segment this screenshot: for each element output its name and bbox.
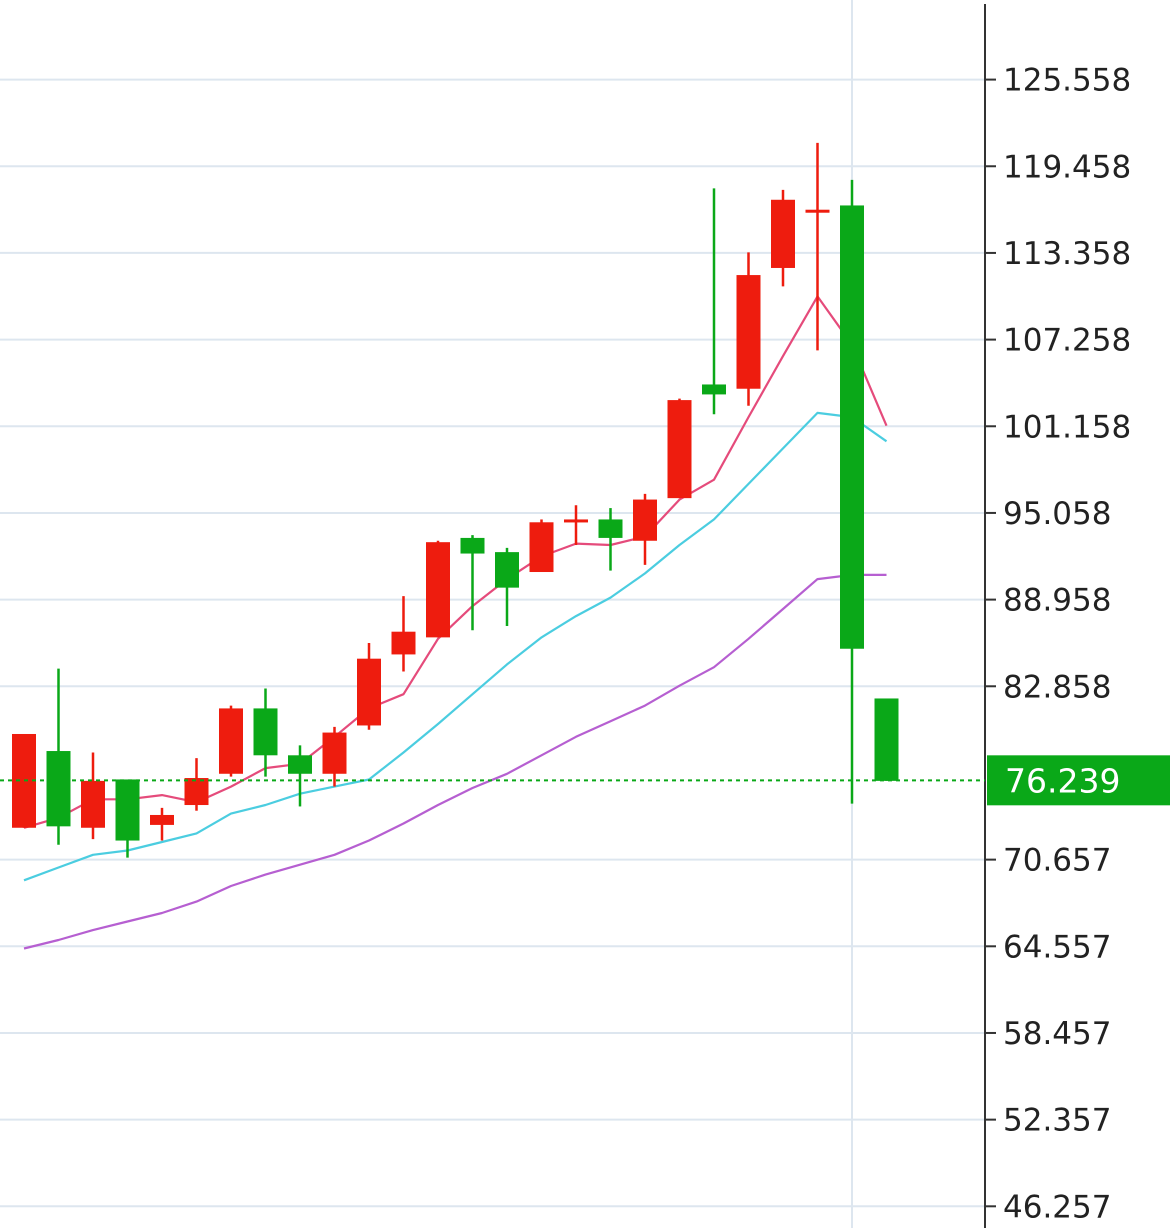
candle-body [736,275,761,389]
candle [495,547,519,627]
candle [840,179,864,804]
candle-body [840,205,864,649]
candle-body [460,537,485,554]
y-tick-label: 88.958 [1003,583,1111,619]
candle-body [357,658,381,726]
candle-body [564,519,588,523]
y-tick-label: 52.357 [1003,1103,1111,1139]
y-tick-label: 125.558 [1003,63,1131,99]
current-price-tag-background [987,755,1170,806]
current-price-label: 76.239 [1005,761,1120,800]
candle-body [529,522,554,573]
candle [771,189,795,287]
candle [529,519,554,573]
y-tick-label: 101.158 [1003,409,1131,445]
candle [633,493,657,565]
candle [219,705,243,777]
candle-body [702,384,726,395]
candle-body [667,400,692,499]
y-tick-label: 107.258 [1003,323,1131,359]
candle [564,505,588,546]
y-tick-label: 95.058 [1003,496,1111,532]
candle [702,188,726,415]
candle [667,398,692,499]
candle [81,752,105,840]
candle [150,807,174,841]
candles [12,142,899,858]
candle [736,252,761,406]
candle-body [81,780,105,828]
y-tick-label: 58.457 [1003,1016,1111,1052]
candle-body [874,698,899,781]
moving-average-line [23,573,887,950]
candle [46,668,71,845]
candle [874,698,899,781]
candle [391,596,416,672]
candle-body [598,519,623,538]
candle-body [184,778,209,806]
candle [460,535,485,631]
candle-body [633,499,657,541]
y-tick-label: 64.557 [1003,929,1111,965]
y-tick-label: 70.657 [1003,843,1111,879]
candle [598,508,623,571]
y-tick-label: 82.858 [1003,669,1111,705]
y-tick-label: 113.358 [1003,236,1131,272]
current-price-tag: 76.239 [987,755,1170,806]
candle-body [805,209,830,213]
candle-body [150,814,174,825]
candle [426,540,450,638]
gridlines [0,78,985,1208]
candle [115,779,140,858]
candle [805,142,830,351]
y-axis-ticks: 125.558 119.458 113.358 107.258 101.158 95.05… [985,63,1131,1225]
candle [253,688,278,777]
candle-body [219,708,243,774]
moving-average-line [23,411,888,882]
candle-body [495,552,519,588]
candle-body [115,779,140,841]
moving-average-line [23,295,888,829]
candle-body [391,631,416,655]
candle-body [288,755,312,774]
candle-body [46,751,71,827]
y-tick-label: 46.257 [1003,1189,1111,1225]
candle-body [771,199,795,268]
moving-average-lines [23,295,888,950]
candle-body [253,708,278,756]
candle [357,643,381,730]
y-tick-label: 119.458 [1003,149,1131,185]
candle-body [322,732,347,774]
candle-body [426,542,450,638]
candle [322,726,347,787]
candle [288,745,312,807]
candle [184,758,209,811]
